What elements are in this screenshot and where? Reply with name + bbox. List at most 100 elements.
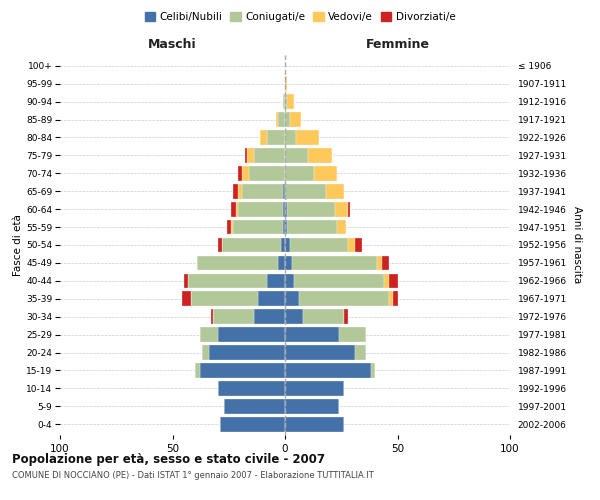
Bar — [218, 381, 285, 396]
Bar — [184, 274, 188, 288]
Bar — [314, 166, 337, 180]
Bar — [278, 112, 285, 127]
Bar — [199, 363, 285, 378]
Bar — [254, 148, 285, 162]
Bar — [247, 148, 254, 162]
Bar — [199, 328, 218, 342]
Bar — [197, 256, 278, 270]
Bar — [281, 238, 285, 252]
Bar — [285, 328, 339, 342]
Bar — [224, 399, 285, 413]
Bar — [287, 94, 294, 109]
Bar — [242, 184, 283, 198]
Bar — [287, 220, 337, 234]
Bar — [325, 184, 343, 198]
Bar — [393, 292, 398, 306]
Bar — [202, 345, 209, 360]
Bar — [285, 417, 343, 432]
Bar — [285, 94, 287, 109]
Bar — [227, 220, 231, 234]
Legend: Celibi/Nubili, Coniugati/e, Vedovi/e, Divorziati/e: Celibi/Nubili, Coniugati/e, Vedovi/e, Di… — [140, 8, 460, 26]
Bar — [218, 238, 222, 252]
Bar — [287, 202, 335, 216]
Bar — [303, 310, 343, 324]
Bar — [285, 292, 299, 306]
Bar — [285, 166, 314, 180]
Bar — [389, 292, 393, 306]
Bar — [299, 292, 389, 306]
Bar — [220, 417, 285, 432]
Bar — [337, 220, 346, 234]
Bar — [283, 202, 285, 216]
Bar — [235, 202, 238, 216]
Bar — [191, 292, 258, 306]
Bar — [285, 310, 303, 324]
Y-axis label: Fasce di età: Fasce di età — [13, 214, 23, 276]
Bar — [355, 238, 361, 252]
Bar — [249, 166, 285, 180]
Bar — [343, 310, 348, 324]
Bar — [290, 238, 348, 252]
Bar — [285, 220, 287, 234]
Bar — [233, 184, 238, 198]
Bar — [285, 76, 287, 91]
Bar — [195, 363, 199, 378]
Y-axis label: Anni di nascita: Anni di nascita — [572, 206, 583, 284]
Bar — [245, 148, 247, 162]
Bar — [209, 345, 285, 360]
Bar — [285, 274, 294, 288]
Bar — [339, 328, 366, 342]
Text: Popolazione per età, sesso e stato civile - 2007: Popolazione per età, sesso e stato civil… — [12, 452, 325, 466]
Bar — [285, 256, 292, 270]
Text: Femmine: Femmine — [365, 38, 430, 52]
Bar — [218, 328, 285, 342]
Bar — [231, 202, 235, 216]
Bar — [233, 220, 283, 234]
Bar — [242, 166, 249, 180]
Bar — [285, 130, 296, 145]
Bar — [382, 256, 389, 270]
Bar — [231, 220, 233, 234]
Bar — [389, 274, 398, 288]
Bar — [238, 166, 242, 180]
Bar — [371, 363, 375, 378]
Bar — [290, 112, 301, 127]
Bar — [254, 310, 285, 324]
Bar — [355, 345, 366, 360]
Text: COMUNE DI NOCCIANO (PE) - Dati ISTAT 1° gennaio 2007 - Elaborazione TUTTITALIA.I: COMUNE DI NOCCIANO (PE) - Dati ISTAT 1° … — [12, 471, 374, 480]
Bar — [285, 381, 343, 396]
Bar — [335, 202, 348, 216]
Bar — [283, 184, 285, 198]
Bar — [213, 310, 254, 324]
Bar — [267, 130, 285, 145]
Bar — [238, 202, 283, 216]
Bar — [285, 345, 355, 360]
Bar — [188, 274, 267, 288]
Bar — [292, 256, 377, 270]
Bar — [260, 130, 267, 145]
Bar — [182, 292, 191, 306]
Bar — [238, 184, 242, 198]
Bar — [308, 148, 332, 162]
Bar — [285, 148, 308, 162]
Bar — [285, 238, 290, 252]
Bar — [377, 256, 382, 270]
Bar — [285, 363, 371, 378]
Bar — [285, 112, 290, 127]
Bar — [211, 310, 213, 324]
Bar — [283, 220, 285, 234]
Bar — [294, 274, 384, 288]
Bar — [384, 274, 389, 288]
Bar — [348, 238, 355, 252]
Bar — [258, 292, 285, 306]
Bar — [285, 202, 287, 216]
Bar — [222, 238, 281, 252]
Bar — [348, 202, 350, 216]
Bar — [278, 256, 285, 270]
Bar — [267, 274, 285, 288]
Bar — [276, 112, 278, 127]
Bar — [296, 130, 319, 145]
Text: Maschi: Maschi — [148, 38, 197, 52]
Bar — [283, 94, 285, 109]
Bar — [285, 184, 325, 198]
